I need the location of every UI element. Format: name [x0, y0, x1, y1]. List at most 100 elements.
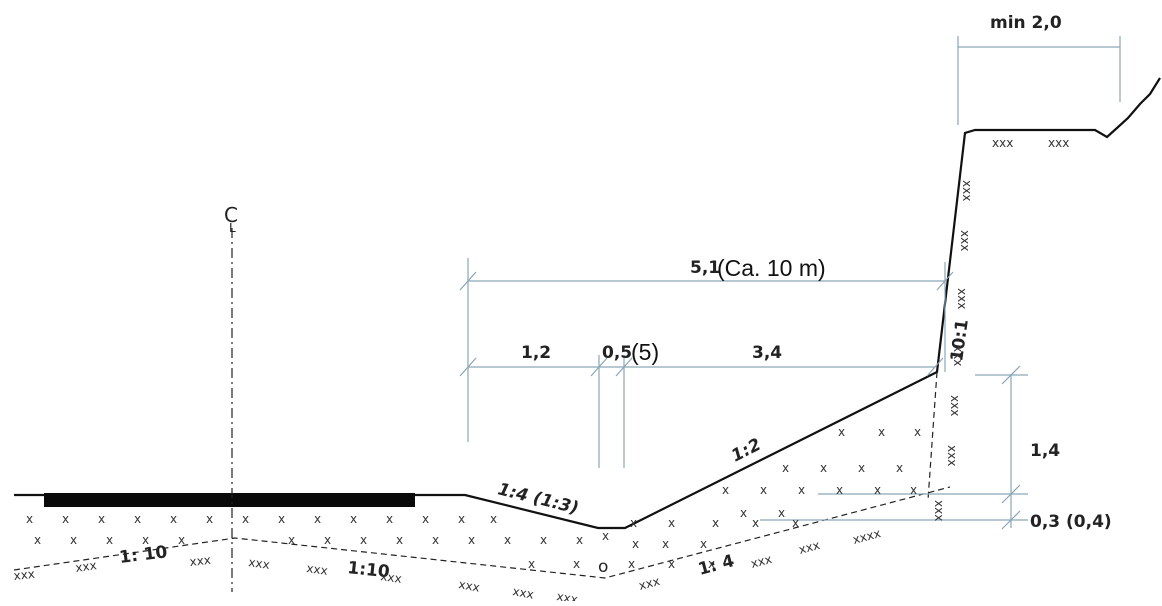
fill-mark: x: [798, 483, 805, 497]
fill-mark: xxx: [948, 395, 962, 416]
fill-mark: x: [760, 483, 767, 497]
fill-mark: x: [628, 557, 635, 571]
fill-mark: x: [573, 557, 580, 571]
fill-mark: x: [540, 533, 547, 547]
fill-mark: x: [432, 533, 439, 547]
fill-mark: xxx: [637, 574, 661, 593]
fill-mark: x: [458, 512, 465, 526]
fill-mark: xxx: [945, 445, 959, 466]
fill-mark: x: [490, 512, 497, 526]
label-overall-width-alt: (Ca. 10 m): [717, 255, 826, 281]
label-dim-3-4: 3,4: [752, 343, 782, 363]
fill-mark: x: [62, 512, 69, 526]
fill-mark: x: [782, 461, 789, 475]
fill-mark: x: [278, 512, 285, 526]
fill-mark: xxx: [380, 569, 403, 586]
fill-mark: x: [722, 483, 729, 497]
label-min-2: min 2,0: [990, 13, 1062, 33]
fill-mark: xxx: [457, 577, 480, 594]
fill-mark: xxx: [992, 136, 1013, 150]
fill-mark: x: [914, 425, 921, 439]
fill-mark: x: [360, 533, 367, 547]
fill-mark: x: [396, 533, 403, 547]
fill-mark: x: [602, 529, 609, 543]
fill-mark: x: [98, 512, 105, 526]
fill-mark: x: [26, 512, 33, 526]
label-base-1-4: 1: 4: [696, 551, 736, 580]
subgrade-line: [13, 486, 951, 579]
label-dim-0-5: 0,5: [602, 343, 632, 363]
fill-mark: x: [504, 533, 511, 547]
road-pavement: [44, 493, 415, 507]
fill-mark: x: [778, 506, 785, 520]
drain-symbol: o: [598, 557, 608, 577]
fill-mark: x: [314, 512, 321, 526]
fill-mark: x: [838, 425, 845, 439]
fill-mark: x: [170, 512, 177, 526]
fill-mark: x: [630, 516, 637, 530]
fill-mark: x: [668, 557, 675, 571]
fill-mark: xxx: [511, 584, 534, 601]
surface-profile: [14, 77, 1161, 530]
fill-mark: x: [142, 533, 149, 547]
label-depth: 0,3 (0,4): [1030, 512, 1112, 532]
fill-mark: x: [752, 516, 759, 530]
fill-mark: x: [792, 516, 799, 530]
fill-mark: x: [134, 512, 141, 526]
centerline-symbol: C: [224, 203, 238, 227]
fill-mark: x: [668, 516, 675, 530]
fill-mark: x: [858, 461, 865, 475]
fill-mark: x: [206, 512, 213, 526]
fill-mark: x: [878, 425, 885, 439]
fill-mark: xxx: [932, 500, 946, 521]
fill-mark: xxx: [248, 555, 271, 572]
label-dim-1-2: 1,2: [521, 343, 551, 363]
fill-mark: xxxx: [851, 526, 882, 547]
fill-mark: x: [528, 557, 535, 571]
fill-mark: x: [712, 516, 719, 530]
fill-mark: x: [324, 533, 331, 547]
fill-mark: xxx: [797, 538, 821, 557]
fill-mark: x: [836, 483, 843, 497]
fill-mark: x: [662, 537, 669, 551]
label-base-1-10-mid: 1:10: [346, 558, 390, 582]
fill-mark: xxx: [555, 589, 578, 601]
fill-mark: x: [350, 512, 357, 526]
fill-mark: x: [874, 483, 881, 497]
fill-mark: x: [910, 483, 917, 497]
fill-mark: x: [740, 506, 747, 520]
fill-mark: xxx: [960, 180, 974, 201]
fill-mark: x: [178, 533, 185, 547]
label-height-1-4: 1,4: [1030, 441, 1060, 461]
fill-mark: x: [820, 461, 827, 475]
fill-mark: x: [288, 533, 295, 547]
fill-mark: x: [468, 533, 475, 547]
fill-mark: x: [700, 537, 707, 551]
fill-mark: x: [576, 533, 583, 547]
label-dim-0-5-alt: (5): [631, 339, 659, 365]
fill-marks: x x x x x x x x x x x x x xx x x x x x x x x x x x x xx x x x xx x x x xx x…: [13, 136, 1069, 606]
fill-mark: xxx: [951, 345, 965, 366]
fill-mark: xxx: [1048, 136, 1069, 150]
rock-face-dashed: [927, 371, 938, 501]
fill-mark: x: [242, 512, 249, 526]
fill-mark: x: [896, 461, 903, 475]
fill-mark: xxx: [189, 553, 212, 569]
centerline-symbol-sub: L: [229, 221, 236, 235]
fill-mark: x: [70, 533, 77, 547]
fill-mark: xxx: [749, 552, 773, 571]
fill-mark: x: [34, 533, 41, 547]
fill-mark: x: [708, 557, 715, 571]
label-overall-width: 5,1: [690, 258, 720, 278]
fill-mark: x: [386, 512, 393, 526]
fill-mark: xxx: [955, 288, 969, 309]
fill-mark: xxx: [958, 230, 972, 251]
fill-mark: x: [422, 512, 429, 526]
fill-mark: x: [106, 533, 113, 547]
fill-mark: xxx: [306, 561, 329, 578]
fill-mark: xxx: [13, 567, 36, 583]
fill-mark: xxx: [74, 558, 97, 575]
fill-mark: x: [632, 537, 639, 551]
